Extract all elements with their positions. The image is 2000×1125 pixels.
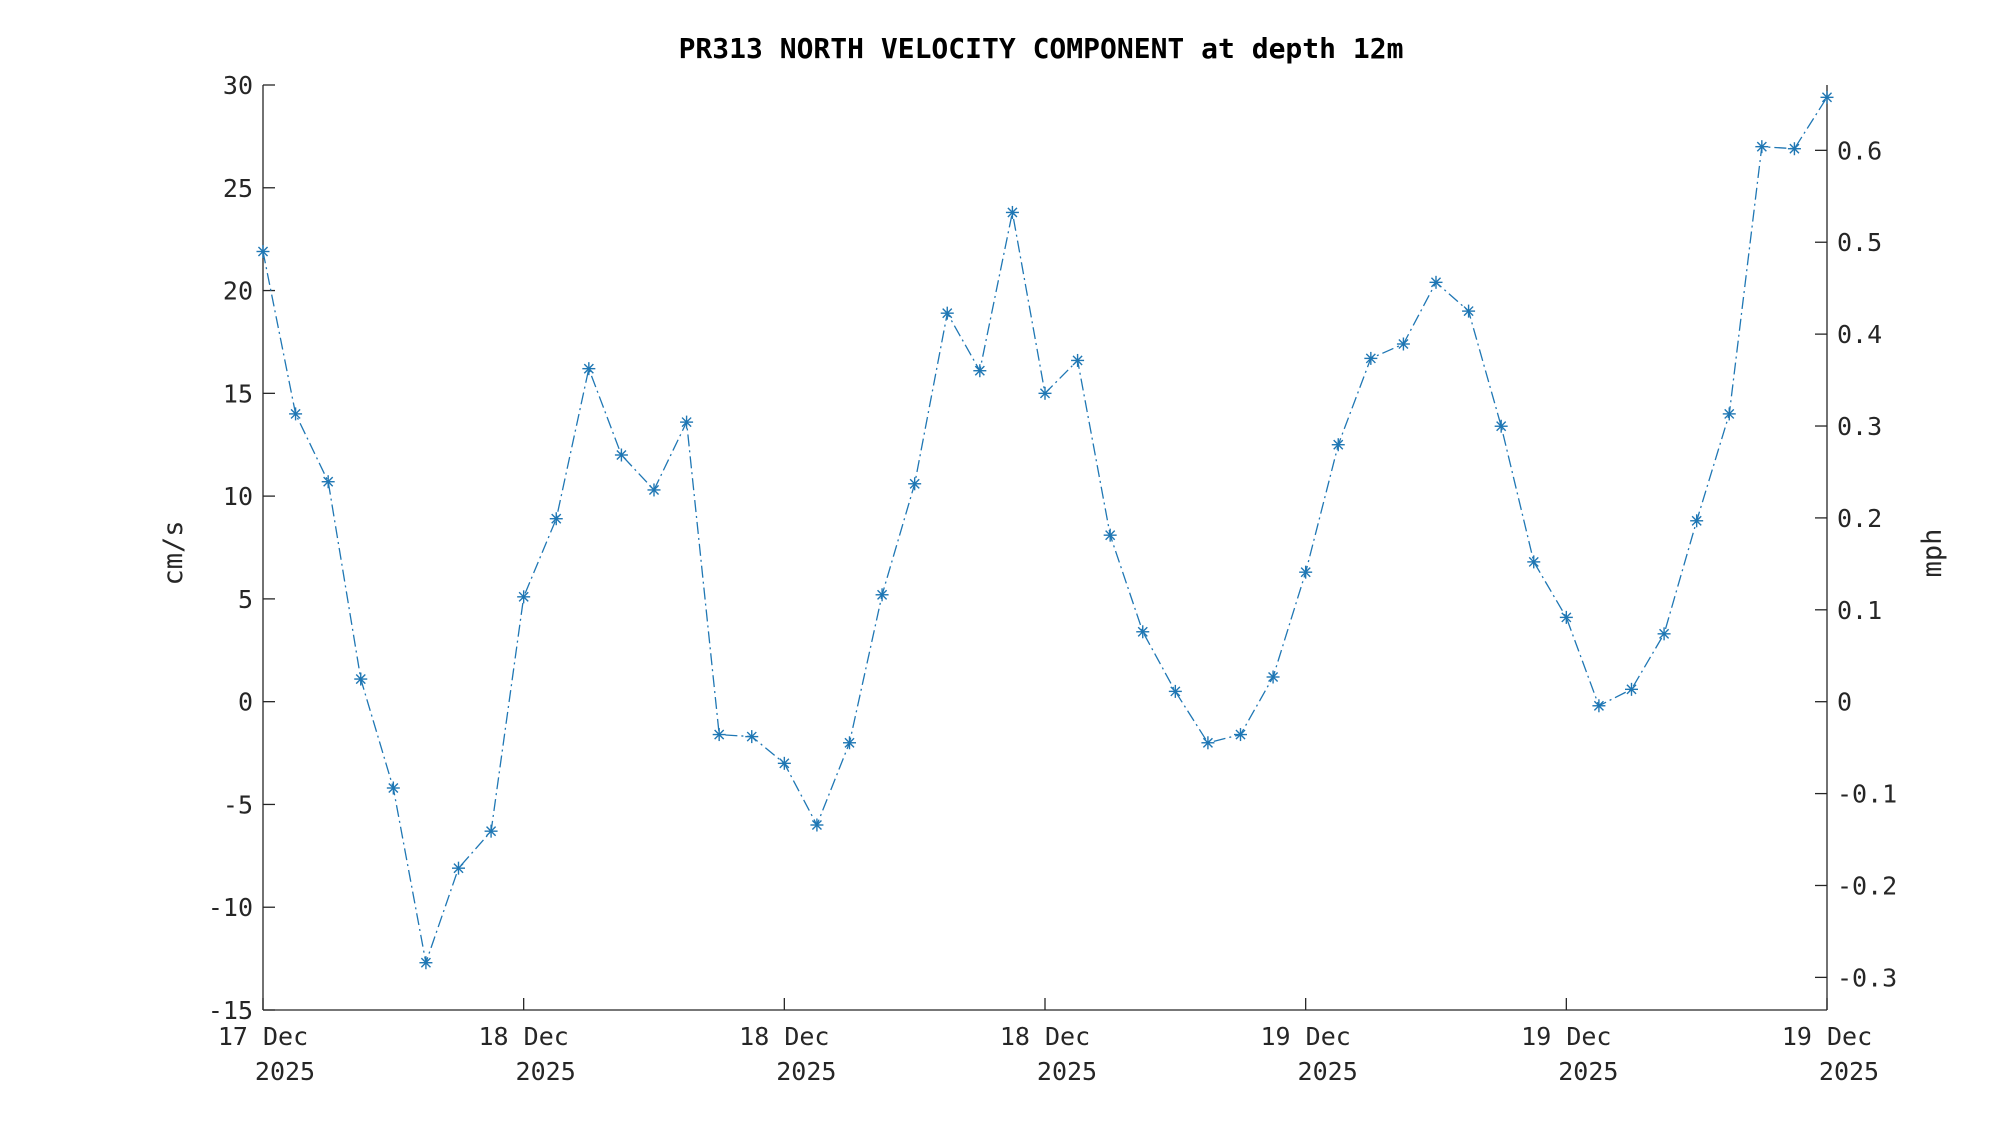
data-point: [484, 824, 498, 838]
y-tick-label-left: 25: [223, 174, 253, 203]
data-point: [549, 512, 563, 526]
y-tick-label-right: 0: [1837, 688, 1852, 717]
data-point: [843, 736, 856, 750]
data-point: [712, 728, 726, 742]
y-axis-label-left: cm/s: [158, 520, 189, 585]
data-point: [940, 306, 954, 320]
x-tick-label-year: 2025: [1819, 1057, 1879, 1086]
data-point: [256, 245, 270, 258]
x-tick-label-year: 2025: [1298, 1057, 1358, 1086]
series-markers: [256, 90, 1834, 970]
data-point: [1038, 386, 1052, 400]
data-point: [1429, 275, 1443, 289]
axes: [262, 85, 1828, 1011]
x-tick-label-date: 19 Dec: [1261, 1022, 1351, 1051]
x-ticks: 17 Dec 2025 18 Dec 2025 18 Dec 2025 18 Dec 2025…: [218, 998, 1879, 1086]
x-tick-label-year: 2025: [1558, 1057, 1618, 1086]
y-tick-label-left: 5: [238, 585, 253, 614]
data-point: [517, 590, 531, 604]
data-point: [1657, 627, 1671, 641]
data-point: [1722, 407, 1736, 421]
data-point: [289, 407, 303, 421]
y-tick-label-right: -0.2: [1837, 871, 1897, 900]
data-point: [1527, 555, 1541, 569]
data-point: [1396, 337, 1410, 351]
data-point: [1559, 610, 1573, 624]
data-point: [1136, 625, 1150, 639]
data-point: [1168, 684, 1182, 698]
y-tick-label-right: -0.3: [1837, 963, 1897, 992]
x-tick-label-date: 19 Dec: [1782, 1022, 1872, 1051]
data-point: [810, 818, 824, 832]
y-ticks-left: -15 -10 -5 0 5 10 15 20 25 30: [208, 71, 275, 1025]
data-point: [1005, 205, 1019, 219]
data-point: [321, 475, 335, 489]
y-tick-label-right: -0.1: [1837, 780, 1897, 809]
data-point: [1494, 419, 1508, 433]
x-tick-label-date: 17 Dec: [218, 1022, 308, 1051]
x-tick-label-date: 19 Dec: [1521, 1022, 1611, 1051]
y-tick-label-right: 0.3: [1837, 412, 1882, 441]
y-tick-label-left: 20: [223, 277, 253, 306]
data-point: [1331, 438, 1345, 452]
y-tick-label-left: -10: [208, 893, 253, 922]
data-point: [973, 364, 987, 378]
data-point: [908, 477, 922, 491]
data-point: [680, 415, 694, 429]
y-tick-label-right: 0.2: [1837, 504, 1882, 533]
y-tick-label-left: 0: [238, 688, 253, 717]
data-point: [614, 448, 628, 462]
data-point: [1266, 670, 1280, 684]
data-point: [1364, 351, 1378, 365]
y-tick-label-left: -15: [208, 996, 253, 1025]
data-point: [745, 730, 759, 744]
data-point: [647, 483, 661, 497]
x-tick-label-year: 2025: [516, 1057, 576, 1086]
data-point: [1820, 90, 1834, 104]
x-tick-label-date: 18 Dec: [479, 1022, 569, 1051]
data-point: [582, 362, 596, 376]
y-ticks-right: -0.3 -0.2 -0.1 0 0.1 0.2 0.3 0.4 0.5 0.6: [1815, 136, 1897, 992]
data-point: [1755, 140, 1769, 154]
y-tick-label-left: -5: [223, 790, 253, 819]
data-point: [777, 756, 791, 770]
data-point: [1071, 353, 1085, 367]
y-tick-label-left: 10: [223, 482, 253, 511]
data-point: [1103, 528, 1117, 542]
y-tick-label-right: 0.1: [1837, 596, 1882, 625]
y-tick-label-right: 0.4: [1837, 320, 1882, 349]
data-point: [452, 861, 465, 875]
chart-title: PR313 NORTH VELOCITY COMPONENT at depth …: [679, 32, 1404, 65]
data-point: [386, 781, 400, 795]
data-point: [1234, 728, 1247, 742]
data-point: [1625, 682, 1638, 696]
y-tick-label-right: 0.5: [1837, 228, 1882, 257]
data-point: [1787, 142, 1801, 156]
y-tick-label-left: 15: [223, 379, 253, 408]
x-tick-label-year: 2025: [255, 1057, 315, 1086]
data-point: [1462, 304, 1476, 318]
y-axis-label-right: mph: [1917, 529, 1948, 578]
series-line: [262, 96, 1828, 966]
x-tick-label-year: 2025: [1037, 1057, 1097, 1086]
data-point: [1299, 565, 1313, 579]
data-point: [1201, 736, 1215, 750]
y-tick-label-left: 30: [223, 71, 253, 100]
data-point: [875, 588, 889, 602]
data-point: [354, 672, 368, 686]
data-point: [1690, 514, 1704, 528]
x-tick-label-year: 2025: [776, 1057, 836, 1086]
x-tick-label-date: 18 Dec: [1000, 1022, 1090, 1051]
y-tick-label-right: 0.6: [1837, 136, 1882, 165]
data-point: [419, 956, 433, 970]
data-point: [1592, 699, 1606, 713]
x-tick-label-date: 18 Dec: [739, 1022, 829, 1051]
